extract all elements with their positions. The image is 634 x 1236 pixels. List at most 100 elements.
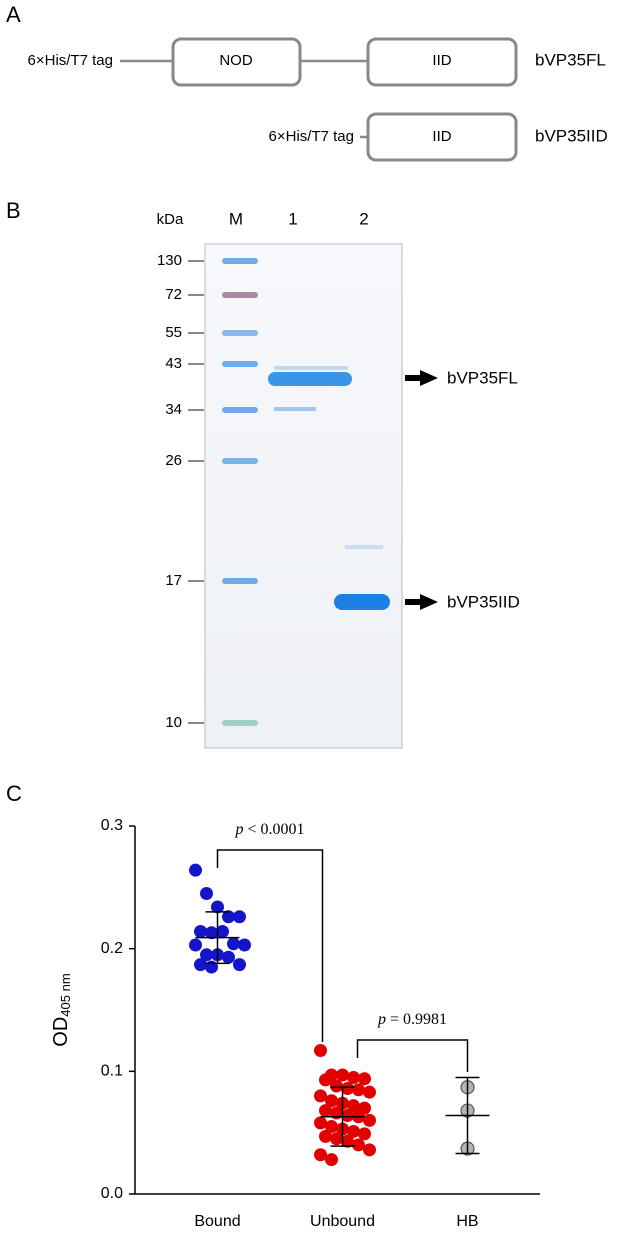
- data-point: [222, 950, 235, 964]
- arrow: [405, 370, 438, 386]
- marker-band: [222, 361, 258, 367]
- data-point: [341, 1108, 354, 1122]
- y-tick-label: 0.2: [101, 940, 123, 957]
- p-value: p = 0.9981: [377, 1011, 447, 1028]
- marker-label: 43: [165, 355, 182, 372]
- marker-label: 26: [165, 452, 182, 469]
- marker-band: [222, 720, 258, 726]
- marker-band: [222, 258, 258, 264]
- data-point: [189, 863, 202, 877]
- tag-label: 6×His/T7 tag: [28, 52, 113, 69]
- domain-label: NOD: [219, 52, 253, 69]
- data-point: [363, 1143, 376, 1157]
- p-symbol: p: [234, 821, 243, 838]
- p-symbol: p: [377, 1011, 386, 1028]
- data-point: [314, 1148, 327, 1162]
- data-point: [336, 1068, 349, 1082]
- data-point: [200, 886, 213, 900]
- data-point: [330, 1132, 343, 1146]
- marker-label: 72: [165, 286, 182, 303]
- domain-box: [366, 37, 518, 87]
- lane-label: 2: [359, 209, 368, 228]
- construct-name: bVP35FL: [535, 50, 606, 69]
- y-tick-label: 0.1: [101, 1063, 123, 1080]
- band-label: bVP35IID: [447, 592, 520, 611]
- panel-label: B: [6, 198, 21, 223]
- data-point: [205, 960, 218, 974]
- data-point: [314, 1043, 327, 1057]
- data-point: [341, 1134, 354, 1148]
- domain-box: [366, 112, 518, 162]
- arrow: [405, 594, 438, 610]
- band-label: bVP35FL: [447, 368, 518, 387]
- data-point: [227, 937, 240, 951]
- data-point: [325, 1094, 338, 1108]
- domain-box: [171, 37, 302, 87]
- x-tick-label: HB: [456, 1213, 478, 1230]
- marker-label: 34: [165, 401, 182, 418]
- marker-label: 10: [165, 714, 182, 731]
- tag-label: 6×His/T7 tag: [269, 128, 354, 145]
- marker-label: 17: [165, 572, 182, 589]
- panel-label: C: [6, 781, 22, 806]
- data-point: [233, 958, 246, 972]
- p-value: p < 0.0001: [234, 821, 304, 838]
- data-point: [233, 910, 246, 924]
- data-point: [238, 938, 251, 952]
- data-point: [363, 1085, 376, 1099]
- y-axis-label: OD405 nm: [50, 973, 73, 1046]
- data-point: [194, 924, 207, 938]
- y-tick-label: 0.0: [101, 1185, 123, 1202]
- data-point: [314, 1116, 327, 1130]
- marker-band: [222, 407, 258, 413]
- data-point: [319, 1104, 332, 1118]
- lane-label: 1: [288, 209, 297, 228]
- data-point: [347, 1124, 360, 1138]
- marker-label: 55: [165, 324, 182, 341]
- data-point: [314, 1089, 327, 1103]
- data-point: [194, 958, 207, 972]
- y-axis-label-main: OD: [50, 1017, 72, 1047]
- p-text: < 0.0001: [247, 821, 304, 838]
- x-tick-label: Unbound: [310, 1213, 375, 1230]
- bracket: [356, 1039, 469, 1072]
- data-point: [205, 926, 218, 940]
- data-point: [330, 1106, 343, 1120]
- data-point: [347, 1099, 360, 1113]
- marker-label: 130: [157, 252, 182, 269]
- data-point: [341, 1082, 354, 1096]
- data-point: [200, 948, 213, 962]
- marker-band: [222, 292, 258, 298]
- construct-name: bVP35IID: [535, 126, 608, 145]
- data-point: [222, 910, 235, 924]
- data-point: [347, 1070, 360, 1084]
- data-point: [363, 1113, 376, 1127]
- data-point: [319, 1129, 332, 1143]
- data-point: [352, 1138, 365, 1152]
- domain-label: IID: [432, 128, 451, 145]
- data-point: [211, 900, 224, 914]
- panel-label: A: [6, 2, 21, 27]
- unit-label: kDa: [157, 211, 184, 228]
- marker-band: [222, 330, 258, 336]
- data-point: [330, 1079, 343, 1093]
- data-point: [189, 938, 202, 952]
- data-point: [352, 1083, 365, 1097]
- data-point: [325, 1120, 338, 1134]
- y-tick-label: 0.3: [101, 817, 123, 834]
- data-point: [216, 924, 229, 938]
- data-point: [358, 1072, 371, 1086]
- domain-label: IID: [432, 52, 451, 69]
- gel: [204, 243, 403, 749]
- marker-band: [222, 578, 258, 584]
- x-tick-label: Bound: [194, 1213, 240, 1230]
- marker-band: [222, 458, 258, 464]
- bracket: [216, 849, 324, 1042]
- lane-label: M: [229, 209, 243, 228]
- data-point: [358, 1127, 371, 1141]
- y-axis-label-sub: 405 nm: [58, 973, 73, 1016]
- p-text: = 0.9981: [390, 1011, 447, 1028]
- data-point: [319, 1073, 332, 1087]
- data-point: [325, 1153, 338, 1167]
